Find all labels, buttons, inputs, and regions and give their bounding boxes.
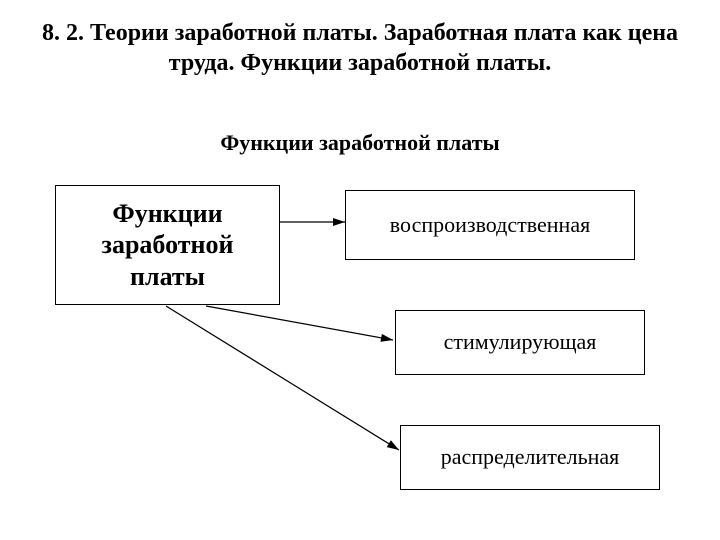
function-box-1-label: воспроизводственная <box>390 212 590 238</box>
slide: 8. 2. Теории заработной платы. Заработна… <box>0 0 720 540</box>
source-box-label: Функции заработной платы <box>64 198 271 292</box>
function-box-3: распределительная <box>400 425 660 490</box>
function-box-1: воспроизводственная <box>345 190 635 260</box>
slide-subtitle: Функции заработной платы <box>40 130 680 156</box>
function-box-2: стимулирующая <box>395 310 645 375</box>
source-box: Функции заработной платы <box>55 185 280 305</box>
function-box-3-label: распределительная <box>441 444 620 470</box>
slide-title: 8. 2. Теории заработной платы. Заработна… <box>40 18 680 78</box>
function-box-2-label: стимулирующая <box>444 329 597 355</box>
